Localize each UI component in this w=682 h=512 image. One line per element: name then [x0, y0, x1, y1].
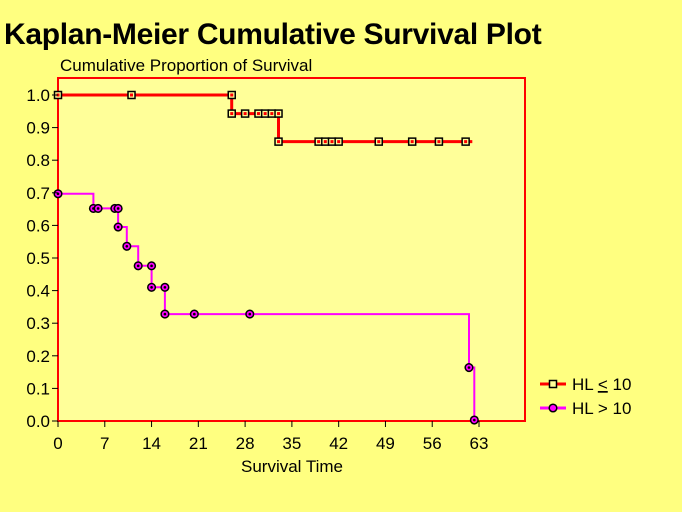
y-tick-label: 1.0: [26, 86, 50, 105]
censor-marker-center: [277, 112, 281, 116]
censor-marker-center: [263, 112, 267, 116]
x-tick-label: 14: [142, 434, 161, 453]
series-hl-le-10: [53, 90, 473, 146]
censor-marker-center: [230, 112, 234, 116]
censor-marker-center: [377, 140, 381, 144]
x-axis-label: Survival Time: [241, 457, 343, 476]
x-tick-label: 35: [282, 434, 301, 453]
censor-marker-center: [337, 140, 341, 144]
x-tick-label: 0: [53, 434, 62, 453]
censor-marker-center: [248, 312, 252, 316]
y-tick-label: 0.2: [26, 347, 50, 366]
y-axis-label: Cumulative Proportion of Survival: [60, 56, 312, 75]
y-tick-label: 0.1: [26, 379, 50, 398]
censor-marker-center: [464, 140, 468, 144]
censor-marker-center: [256, 112, 260, 116]
x-tick-label: 28: [236, 434, 255, 453]
censor-marker-center: [437, 140, 441, 144]
censor-marker-center: [317, 140, 321, 144]
x-tick-label: 63: [470, 434, 489, 453]
x-tick-label: 42: [329, 434, 348, 453]
plot-area: [57, 77, 526, 422]
legend-label: HL < 10: [572, 375, 631, 394]
censor-marker-center: [163, 312, 167, 316]
x-tick-label: 56: [423, 434, 442, 453]
legend-item: HL < 10: [540, 375, 631, 394]
series-hl-gt-10: [53, 189, 479, 425]
censor-marker-center: [277, 140, 281, 144]
y-tick-label: 0.6: [26, 216, 50, 235]
censor-marker-center: [150, 264, 153, 268]
y-tick-label: 0.7: [26, 184, 50, 203]
legend-label: HL > 10: [572, 399, 631, 418]
y-tick-label: 0.4: [26, 282, 50, 301]
censor-marker-center: [410, 140, 414, 144]
censor-marker-center: [96, 207, 100, 210]
censor-marker-center: [116, 207, 120, 210]
y-tick-label: 0.8: [26, 151, 50, 170]
censor-marker-center: [150, 286, 153, 289]
chart-title: Kaplan-Meier Cumulative Survival Plot: [4, 18, 542, 51]
y-tick-label: 0.0: [26, 412, 50, 431]
censor-marker-center: [473, 418, 476, 422]
censor-marker-center: [323, 140, 327, 144]
censor-marker-center: [163, 286, 167, 289]
censor-marker-center: [130, 93, 134, 97]
censor-marker-center: [467, 366, 471, 369]
y-tick-label: 0.9: [26, 119, 50, 138]
x-tick-label: 7: [100, 434, 109, 453]
x-tick-label: 21: [189, 434, 208, 453]
legend-item: HL > 10: [540, 399, 631, 418]
y-tick-label: 0.3: [26, 314, 50, 333]
censor-marker-center: [230, 93, 234, 97]
censor-marker-center: [116, 225, 120, 229]
censor-marker-center: [243, 112, 247, 116]
censor-marker-center: [125, 244, 129, 248]
censor-marker-center: [136, 264, 140, 268]
censor-marker-center: [330, 140, 334, 144]
censor-marker-center: [193, 312, 196, 316]
censor-marker-center: [270, 112, 274, 116]
y-tick-label: 0.5: [26, 249, 50, 268]
legend-marker: [548, 379, 558, 389]
legend-marker: [548, 403, 558, 413]
x-tick-label: 49: [376, 434, 395, 453]
